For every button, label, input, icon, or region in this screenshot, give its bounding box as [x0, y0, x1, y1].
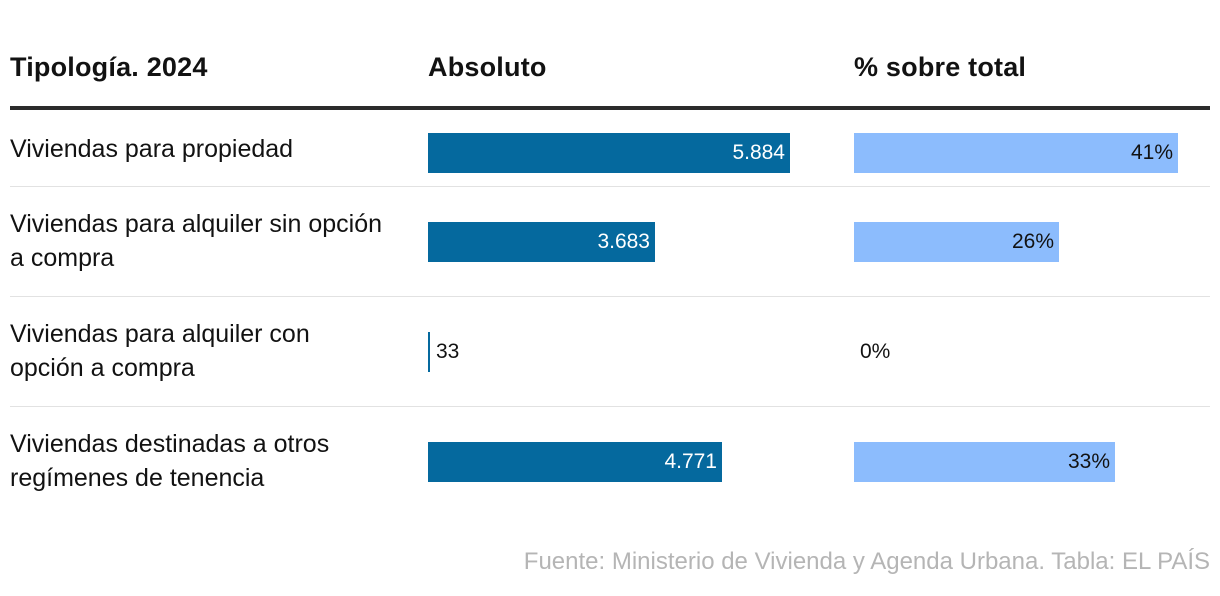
- pct-bar: 41%: [854, 133, 1178, 173]
- pct-bar: 26%: [854, 222, 1059, 262]
- table-header: Tipología. 2024 Absoluto % sobre total: [10, 40, 1210, 110]
- absoluto-bar: 3.683: [428, 222, 655, 262]
- absoluto-bar: 33: [428, 332, 459, 372]
- row-label: Viviendas para alquiler sin opción a com…: [10, 210, 382, 272]
- header-tipologia: Tipología. 2024: [10, 52, 208, 82]
- header-pct: % sobre total: [854, 52, 1027, 82]
- source-note: Fuente: Ministerio de Vivienda y Agenda …: [523, 548, 1210, 575]
- pct-value: 33%: [1067, 450, 1110, 473]
- table-row: Viviendas destinadas a otros regímenes d…: [10, 407, 1210, 516]
- table-row: Viviendas para alquiler con opción a com…: [10, 297, 1210, 407]
- table-row: Viviendas para alquiler sin opción a com…: [10, 187, 1210, 297]
- absoluto-value: 5.884: [732, 141, 785, 164]
- absoluto-bar: 5.884: [428, 133, 790, 173]
- data-table: Tipología. 2024 Absoluto % sobre total V…: [10, 40, 1210, 516]
- pct-value: 41%: [1130, 141, 1173, 164]
- row-label: Viviendas para alquiler con opción a com…: [10, 320, 310, 382]
- absoluto-value: 4.771: [664, 450, 717, 473]
- absoluto-bar: 4.771: [428, 442, 722, 482]
- row-label: Viviendas para propiedad: [10, 135, 294, 163]
- absoluto-value: 33: [436, 340, 460, 363]
- pct-value: 26%: [1011, 230, 1054, 253]
- header-absoluto: Absoluto: [428, 52, 547, 82]
- pct-bar: 33%: [854, 442, 1115, 482]
- table-row: Viviendas para propiedad 5.884 41%: [10, 110, 1210, 187]
- absoluto-value: 3.683: [597, 230, 650, 253]
- pct-value: 0%: [860, 340, 891, 363]
- row-label: Viviendas destinadas a otros regímenes d…: [10, 430, 330, 492]
